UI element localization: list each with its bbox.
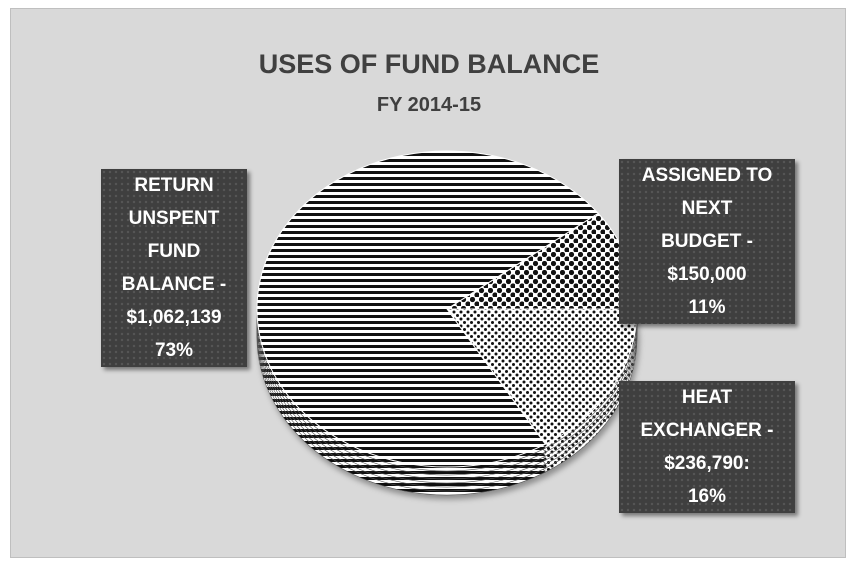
data-label-line: RETURN xyxy=(134,175,214,196)
data-label-line: 11% xyxy=(688,297,726,318)
data-label-line: ASSIGNED TO xyxy=(641,165,773,186)
data-label-assigned-next-budget: ASSIGNED TO NEXT BUDGET - $150,000 11% xyxy=(619,159,795,324)
data-label-line: UNSPENT xyxy=(128,208,220,229)
data-label-heat-exchanger: HEAT EXCHANGER - $236,790: 16% xyxy=(619,381,795,513)
chart-area: USES OF FUND BALANCE FY 2014-15 xyxy=(10,8,846,558)
data-label-line: $236,790: xyxy=(664,453,750,474)
data-label-line: FUND xyxy=(147,241,201,262)
pie-chart xyxy=(256,150,638,496)
chart-title: USES OF FUND BALANCE xyxy=(258,49,600,79)
data-label-line: 16% xyxy=(687,486,727,507)
pie-top xyxy=(256,150,638,468)
data-label-line: NEXT xyxy=(681,198,733,219)
data-label-return-unspent: RETURN UNSPENT FUND BALANCE - $1,062,139… xyxy=(101,169,247,367)
data-label-line: EXCHANGER - xyxy=(640,420,774,441)
data-label-line: BALANCE - xyxy=(121,274,227,295)
data-label-line: 73% xyxy=(154,340,194,361)
data-label-line: $1,062,139 xyxy=(126,307,222,328)
data-label-line: BUDGET - xyxy=(661,231,753,252)
chart-subtitle: FY 2014-15 xyxy=(376,94,482,116)
data-label-line: $150,000 xyxy=(667,264,747,285)
data-label-line: HEAT xyxy=(681,387,733,408)
pie-slice-return-unspent xyxy=(256,150,599,468)
